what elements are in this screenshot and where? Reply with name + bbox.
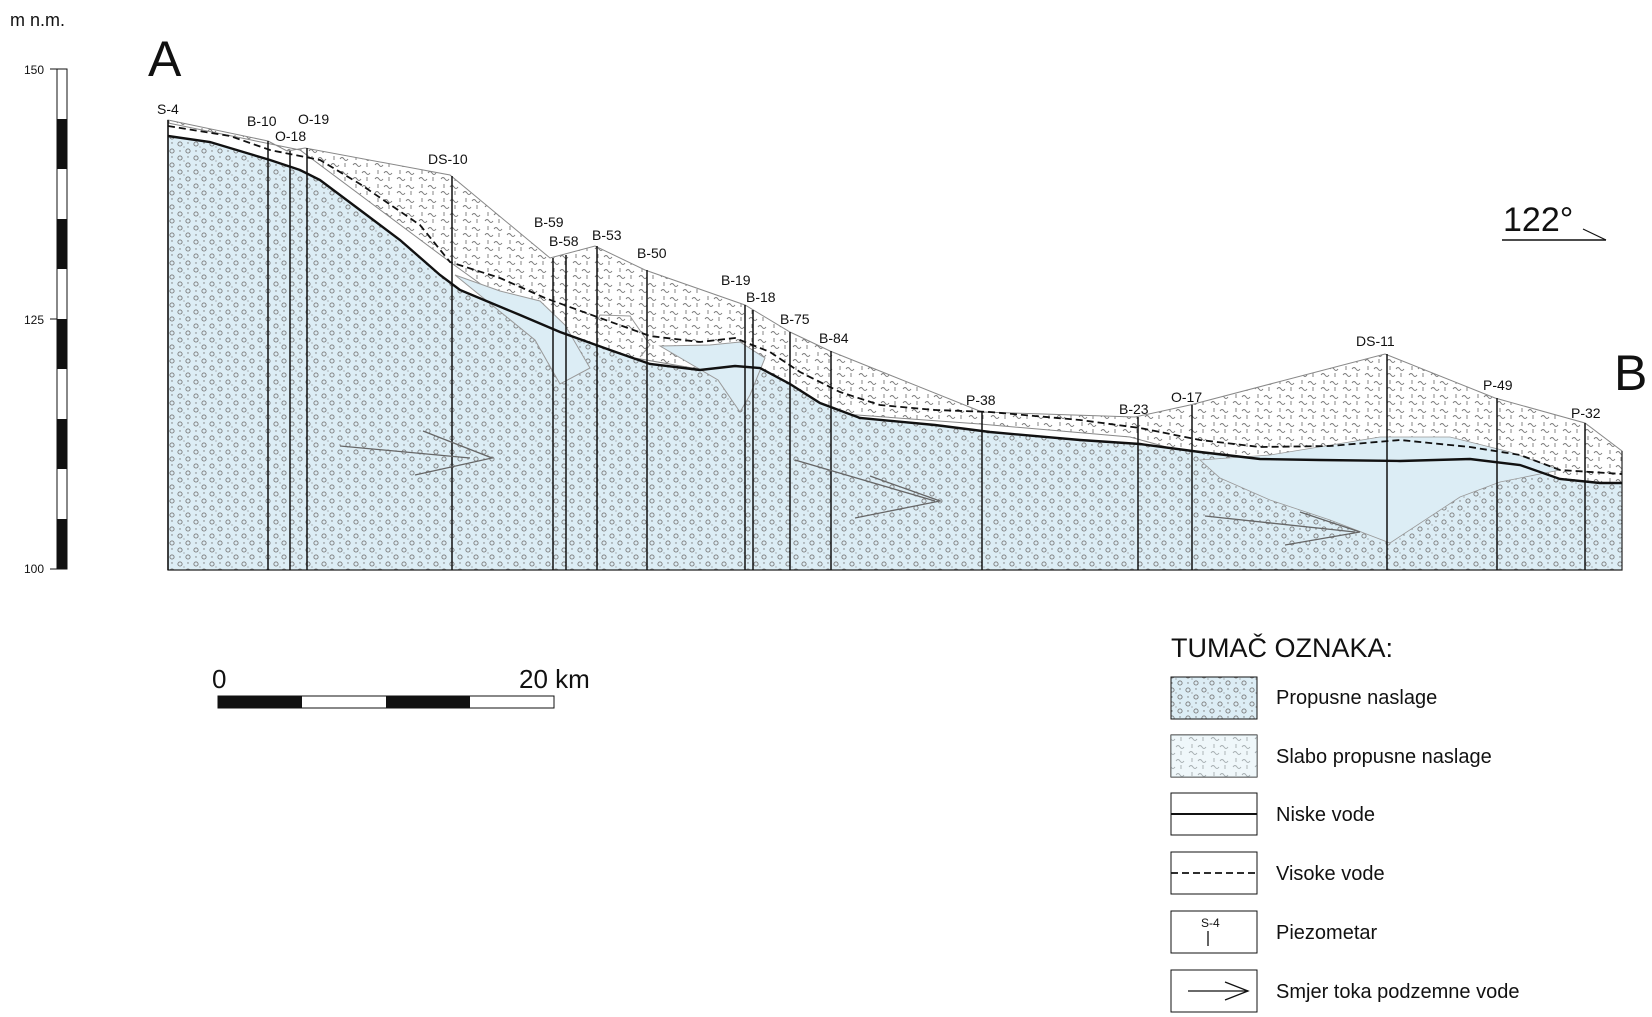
legend-label: Piezometar: [1276, 922, 1377, 944]
scale-end-label: 20 km: [519, 664, 590, 694]
legend-item-flow: Smjer toka podzemne vode: [1170, 969, 1519, 1013]
borehole-label: B-50: [637, 245, 667, 261]
section-end-label: B: [1614, 345, 1647, 401]
section-body: [167, 119, 1623, 571]
legend-item-semi-permeable: Slabo propusne naslage: [1170, 734, 1492, 778]
borehole-label: B-19: [721, 272, 751, 288]
flow-arrow: [1204, 511, 1361, 546]
borehole-label: B-58: [549, 233, 579, 249]
borehole-label: P-32: [1571, 405, 1601, 421]
legend-label: Smjer toka podzemne vode: [1276, 981, 1519, 1003]
legend: TUMAČ OZNAKA: Propusne naslage Slabo pro…: [1170, 632, 1519, 1013]
section-start-label: A: [148, 31, 182, 87]
piezometer-icon: S-4: [1201, 916, 1220, 946]
flow-arrow: [339, 430, 495, 476]
borehole-label: S-4: [157, 101, 179, 117]
flow-arrows: [339, 430, 1361, 546]
tick-label-100: 100: [24, 562, 44, 576]
piezometer-sample-label: S-4: [1201, 916, 1220, 930]
borehole-label: O-19: [298, 111, 329, 127]
permeable-pattern-icon: [1170, 676, 1258, 720]
legend-label: Niske vode: [1276, 804, 1375, 826]
legend-label: Visoke vode: [1276, 863, 1385, 885]
borehole-label: B-23: [1119, 401, 1149, 417]
vertical-unit-label: m n.m.: [10, 10, 65, 30]
orientation-indicator: 122°: [1502, 201, 1607, 241]
arrow-icon: [1188, 981, 1250, 1001]
borehole-labels: S-4 B-10 O-18 O-19 DS-10 B-59 B-58 B-53 …: [157, 101, 1601, 421]
borehole-label: B-75: [780, 311, 810, 327]
legend-item-low-water: Niske vode: [1170, 792, 1375, 836]
legend-label: Propusne naslage: [1276, 687, 1437, 709]
scale-start-label: 0: [212, 664, 226, 694]
borehole-label: B-59: [534, 214, 564, 230]
borehole-label: P-38: [966, 392, 996, 408]
horizontal-scale-bar: 0 20 km: [212, 664, 590, 709]
high-water-line: [167, 125, 1623, 475]
borehole-label: B-84: [819, 330, 849, 346]
tick-label-125: 125: [24, 313, 44, 327]
borehole-label: DS-11: [1356, 333, 1395, 349]
borehole-label: O-18: [275, 128, 306, 144]
legend-item-permeable: Propusne naslage: [1170, 676, 1437, 720]
low-water-line: [167, 134, 1622, 485]
borehole-label: B-18: [746, 289, 776, 305]
legend-item-high-water: Visoke vode: [1170, 851, 1385, 895]
borehole-lines: [167, 120, 1586, 570]
legend-item-piezometer: S-4 Piezometar: [1170, 910, 1377, 954]
semi-permeable-layer: [167, 119, 1623, 503]
vertical-scale-bar: [56, 68, 68, 570]
borehole-label: P-49: [1483, 377, 1513, 393]
flow-arrow: [794, 459, 943, 519]
legend-title: TUMAČ OZNAKA:: [1171, 632, 1393, 663]
semi-permeable-pattern-icon: [1170, 734, 1258, 778]
borehole-label: O-17: [1171, 389, 1202, 405]
tick-label-150: 150: [24, 63, 44, 77]
orientation-label: 122°: [1503, 201, 1573, 239]
borehole-label: B-53: [592, 227, 622, 243]
legend-label: Slabo propusne naslage: [1276, 746, 1492, 768]
borehole-label: DS-10: [428, 151, 468, 167]
borehole-label: B-10: [247, 113, 277, 129]
